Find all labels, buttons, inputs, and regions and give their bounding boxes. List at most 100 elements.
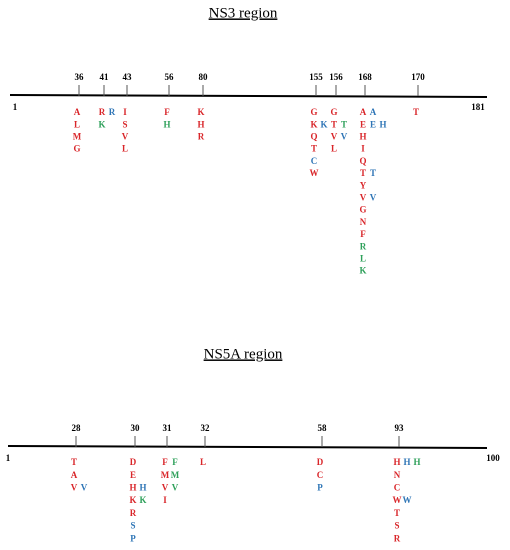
substitution: T xyxy=(413,107,419,117)
axis-end: 181 xyxy=(471,102,485,112)
substitution: K xyxy=(320,119,327,129)
substitution: H xyxy=(359,131,366,141)
substitution: C xyxy=(311,156,318,166)
substitution: A xyxy=(74,107,81,117)
substitution: F xyxy=(360,229,366,239)
region-title: NS5A region xyxy=(204,346,283,362)
substitution: K xyxy=(129,495,136,505)
axis-start: 1 xyxy=(13,102,18,112)
substitution: A xyxy=(370,107,377,117)
substitution: E xyxy=(360,119,366,129)
substitution: T xyxy=(311,144,317,154)
substitution: H xyxy=(139,482,146,492)
substitution: C xyxy=(394,482,401,492)
substitution: H xyxy=(129,482,136,492)
substitution: W xyxy=(310,168,319,178)
substitution: R xyxy=(360,241,367,251)
site-position: 170 xyxy=(411,72,425,82)
substitution: G xyxy=(359,205,366,215)
substitution: R xyxy=(130,508,137,518)
axis-start: 1 xyxy=(6,453,11,463)
substitution: V xyxy=(81,482,88,492)
substitution: H xyxy=(379,119,386,129)
substitution: K xyxy=(98,119,105,129)
substitution: I xyxy=(361,144,365,154)
substitution: V xyxy=(71,482,78,492)
substitution: W xyxy=(403,495,412,505)
substitution: N xyxy=(360,217,367,227)
substitution: F xyxy=(164,107,170,117)
site-position: 155 xyxy=(309,72,323,82)
substitution: R xyxy=(394,533,401,543)
substitution: K xyxy=(310,119,317,129)
substitution: F xyxy=(172,457,178,467)
substitution: H xyxy=(197,119,204,129)
substitution: L xyxy=(331,144,337,154)
substitution: T xyxy=(331,119,337,129)
substitution: L xyxy=(360,253,366,263)
substitution: V xyxy=(341,131,348,141)
substitution: R xyxy=(99,107,106,117)
axis-line xyxy=(9,94,488,98)
substitution: E xyxy=(370,119,376,129)
site-position: 28 xyxy=(72,423,82,433)
substitution: V xyxy=(122,131,129,141)
substitution: H xyxy=(393,457,400,467)
substitution: M xyxy=(161,470,170,480)
substitution: Q xyxy=(310,131,317,141)
substitution: K xyxy=(139,495,146,505)
substitution: V xyxy=(331,131,338,141)
substitution: K xyxy=(359,266,366,276)
site-position: 93 xyxy=(395,423,405,433)
substitution: T xyxy=(370,168,376,178)
substitution: S xyxy=(122,119,127,129)
substitution: H xyxy=(403,457,410,467)
site-position: 80 xyxy=(199,72,209,82)
substitution: M xyxy=(73,131,82,141)
site-position: 56 xyxy=(165,72,175,82)
substitution: H xyxy=(163,119,170,129)
substitution: T xyxy=(394,508,400,518)
axis-end: 100 xyxy=(486,453,500,463)
substitution: H xyxy=(413,457,420,467)
substitution: D xyxy=(317,457,324,467)
substitution: G xyxy=(73,144,80,154)
substitution: A xyxy=(71,470,78,480)
substitution: R xyxy=(198,131,205,141)
substitution: N xyxy=(394,470,401,480)
site-position: 32 xyxy=(201,423,211,433)
substitution: T xyxy=(71,457,77,467)
substitution: S xyxy=(394,521,399,531)
substitution: L xyxy=(122,144,128,154)
axis-line xyxy=(7,445,488,449)
site-position: 36 xyxy=(75,72,85,82)
substitution: P xyxy=(130,533,136,543)
substitution: Q xyxy=(359,156,366,166)
substitution: D xyxy=(130,457,137,467)
site-position: 168 xyxy=(358,72,372,82)
substitution: T xyxy=(360,168,366,178)
substitution: V xyxy=(370,192,377,202)
site-position: 30 xyxy=(131,423,141,433)
substitution: G xyxy=(310,107,317,117)
substitution: Y xyxy=(360,180,367,190)
substitution: F xyxy=(162,457,168,467)
substitution: L xyxy=(200,457,206,467)
substitution: M xyxy=(171,470,180,480)
substitution: V xyxy=(172,482,179,492)
site-position: 156 xyxy=(329,72,343,82)
substitution: T xyxy=(341,119,347,129)
substitution: I xyxy=(163,495,167,505)
site-position: 43 xyxy=(123,72,133,82)
site-position: 31 xyxy=(163,423,173,433)
site-position: 58 xyxy=(318,423,328,433)
substitution: V xyxy=(162,482,169,492)
substitution: L xyxy=(74,119,80,129)
substitution: V xyxy=(360,192,367,202)
substitution: E xyxy=(130,470,136,480)
substitution: S xyxy=(130,521,135,531)
substitution: A xyxy=(360,107,367,117)
region-title: NS3 region xyxy=(209,5,278,21)
substitution: R xyxy=(109,107,116,117)
